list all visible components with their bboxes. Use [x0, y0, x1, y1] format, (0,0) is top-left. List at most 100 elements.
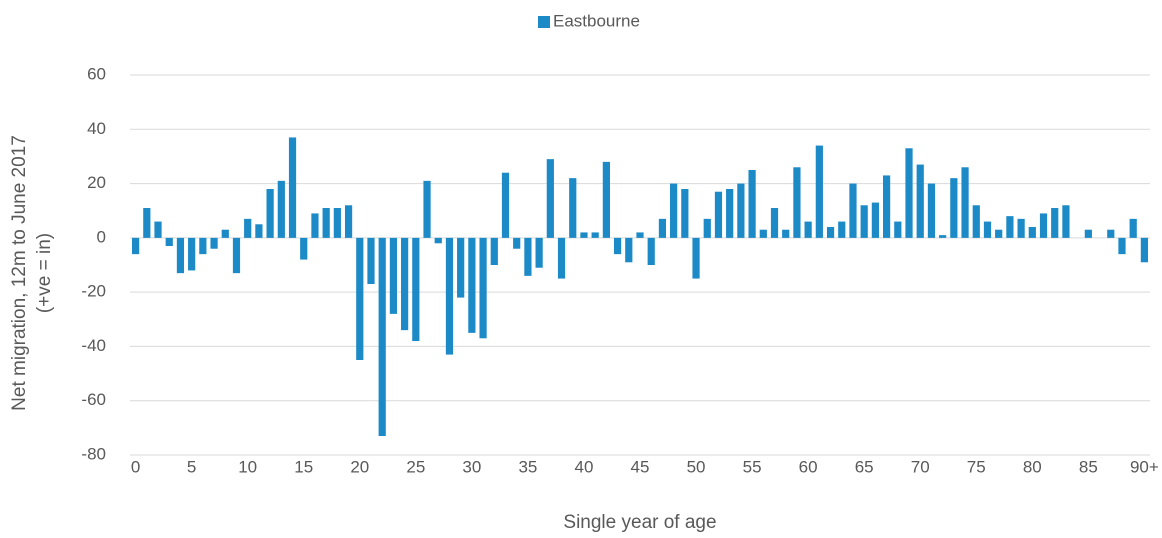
bar	[782, 229, 790, 238]
bar	[882, 175, 891, 238]
y-tick-label: -40	[81, 336, 106, 355]
bar	[188, 237, 196, 271]
legend: Eastbourne	[538, 11, 640, 30]
bar	[860, 205, 868, 238]
bar	[300, 237, 308, 260]
x-tick-label: 70	[911, 457, 930, 476]
bar	[1062, 205, 1070, 238]
x-tick-label: 60	[799, 457, 818, 476]
x-tick-label: 50	[687, 457, 706, 476]
y-tick-label: 0	[97, 227, 106, 246]
x-tick-label: 15	[294, 457, 313, 476]
bar	[412, 237, 420, 341]
bar	[1140, 237, 1148, 263]
bar	[670, 183, 678, 238]
bar	[826, 227, 835, 238]
bar	[613, 237, 622, 255]
bar	[468, 237, 476, 333]
legend-swatch	[538, 16, 550, 28]
bar	[770, 208, 779, 238]
x-tick-label: 55	[743, 457, 762, 476]
x-tick-label: 65	[855, 457, 874, 476]
bar	[927, 183, 936, 238]
bar	[255, 224, 263, 238]
bar	[1028, 227, 1036, 238]
bar	[356, 237, 364, 360]
bar	[165, 237, 173, 246]
bar	[221, 229, 229, 238]
bar	[647, 237, 655, 265]
x-tick-label: 80	[1023, 457, 1042, 476]
bar	[681, 189, 689, 238]
bar	[132, 237, 140, 255]
x-tick-label: 10	[238, 457, 257, 476]
y-tick-label: 40	[87, 119, 106, 138]
x-axis-label: Single year of age	[563, 512, 716, 533]
bar	[625, 237, 633, 263]
y-axis-label: (+ve = in)	[34, 233, 55, 313]
bar	[535, 237, 543, 268]
x-tick-label: 90+	[1130, 457, 1159, 476]
bar	[176, 237, 185, 274]
bar	[1107, 229, 1115, 238]
bar	[266, 189, 274, 238]
bar	[210, 237, 218, 249]
bar	[1017, 218, 1025, 238]
bar	[232, 237, 241, 274]
bar	[871, 202, 879, 238]
bar	[445, 237, 454, 355]
bar	[804, 221, 812, 238]
bar	[513, 237, 521, 249]
bar	[344, 205, 353, 238]
bar	[423, 180, 431, 238]
bar	[524, 237, 532, 276]
bar	[748, 170, 756, 238]
bar	[1039, 213, 1048, 238]
x-tick-label: 0	[131, 457, 140, 476]
x-tick-label: 20	[350, 457, 369, 476]
bar	[244, 218, 252, 238]
bar	[703, 218, 711, 238]
bar	[916, 164, 924, 238]
bar	[557, 237, 566, 279]
bar	[838, 221, 846, 238]
bar	[457, 237, 465, 298]
bar	[501, 172, 510, 238]
bar	[154, 221, 162, 238]
bar	[591, 232, 599, 238]
bar	[311, 213, 319, 238]
bar	[737, 183, 745, 238]
bar	[714, 191, 723, 238]
bar	[950, 178, 958, 238]
bar	[995, 229, 1003, 238]
y-axis-label: Net migration, 12m to June 2017	[9, 135, 30, 411]
bar	[199, 237, 207, 255]
x-tick-label: 5	[187, 457, 196, 476]
y-tick-label: 60	[87, 64, 106, 83]
y-tick-label: -80	[81, 444, 106, 463]
bar	[815, 145, 823, 238]
bar	[389, 237, 398, 314]
x-tick-label: 35	[518, 457, 537, 476]
bar	[143, 208, 151, 238]
bar	[288, 137, 297, 238]
bar	[793, 167, 801, 238]
bar	[1129, 218, 1137, 238]
bar	[1051, 208, 1059, 238]
x-tick-label: 75	[967, 457, 986, 476]
y-tick-label: -60	[81, 390, 106, 409]
bar	[658, 218, 667, 238]
bar	[378, 237, 386, 436]
y-tick-label: 20	[87, 173, 106, 192]
x-tick-label: 30	[462, 457, 481, 476]
bar	[692, 237, 700, 279]
bar	[602, 161, 610, 238]
bar	[277, 180, 285, 238]
bar	[490, 237, 498, 265]
bar	[546, 159, 554, 238]
bar	[636, 232, 644, 238]
bar	[569, 178, 577, 238]
y-tick-label: -20	[81, 282, 106, 301]
bar	[905, 148, 913, 238]
